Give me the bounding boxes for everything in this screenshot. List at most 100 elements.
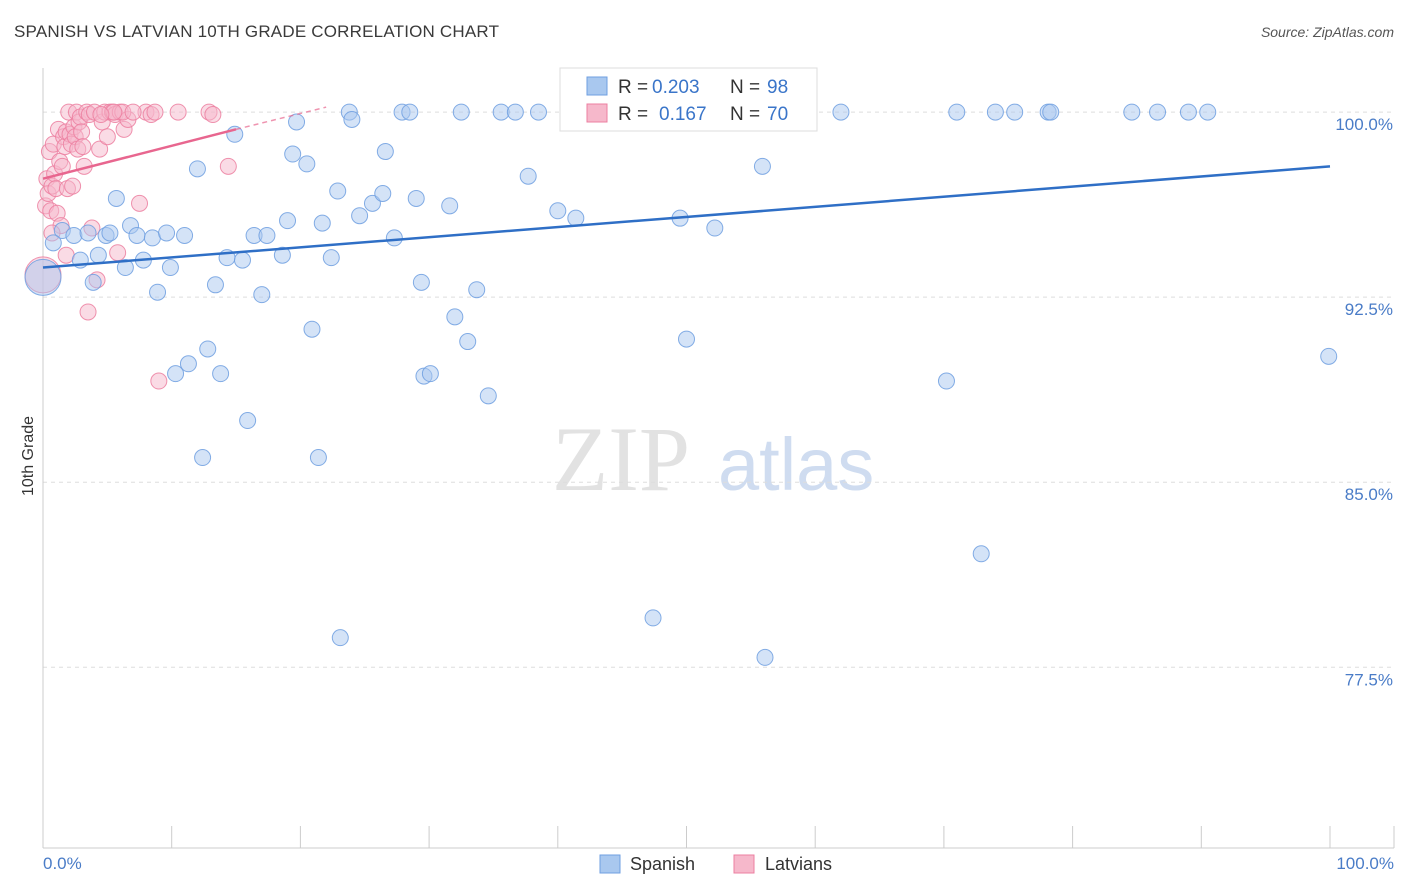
spanish-point xyxy=(65,226,83,244)
spanish-point xyxy=(351,207,369,225)
spanish-point xyxy=(412,273,430,291)
latvian-point xyxy=(57,246,75,264)
spanish-point xyxy=(376,143,394,161)
spanish-point xyxy=(331,629,349,647)
spanish-point xyxy=(329,182,347,200)
latvian-point xyxy=(92,106,110,124)
spanish-point xyxy=(506,103,524,121)
spanish-point xyxy=(116,259,134,277)
spanish-point xyxy=(233,251,251,269)
spanish-point xyxy=(206,276,224,294)
spanish-trend-line xyxy=(42,165,1331,269)
legend-box: R = 0.203 N = 98 R = 0.167 N = 70 xyxy=(559,67,818,132)
spanish-point xyxy=(567,209,585,227)
spanish-point xyxy=(253,286,271,304)
spanish-point xyxy=(519,167,537,185)
spanish-point xyxy=(549,202,567,220)
source-label: Source: ZipAtlas.com xyxy=(1260,24,1394,40)
spanish-point xyxy=(273,246,291,264)
spanish-point xyxy=(678,330,695,348)
y-axis-label: 10th Grade xyxy=(20,416,37,496)
bottom-legend-latvian-swatch xyxy=(733,854,755,874)
spanish-point xyxy=(149,283,167,301)
latvian-point xyxy=(150,372,168,390)
y-tick-label: 100.0% xyxy=(1335,115,1393,134)
spanish-point xyxy=(194,449,212,467)
spanish-point xyxy=(188,160,206,178)
spanish-point xyxy=(756,648,774,666)
spanish-point xyxy=(479,387,497,405)
chart-title: SPANISH VS LATVIAN 10TH GRADE CORRELATIO… xyxy=(14,22,500,41)
spanish-point xyxy=(128,226,146,244)
spanish-point xyxy=(212,365,230,383)
spanish-point xyxy=(258,226,276,244)
spanish-point xyxy=(1006,103,1024,121)
latvian-point xyxy=(79,303,97,321)
y-tick-label: 85.0% xyxy=(1345,485,1393,504)
latvian-point xyxy=(219,157,237,175)
spanish-point xyxy=(401,103,419,121)
legend-spanish-r-value: 0.203 xyxy=(652,77,700,98)
legend-spanish-swatch xyxy=(586,76,608,96)
latvian-point xyxy=(91,140,109,158)
legend-latvian-n-value: 70 xyxy=(767,104,788,125)
spanish-point xyxy=(492,103,510,121)
legend-latvian-r-value: 0.167 xyxy=(659,104,707,125)
spanish-point xyxy=(84,273,102,291)
spanish-point xyxy=(644,609,662,627)
spanish-point xyxy=(79,224,97,242)
spanish-point xyxy=(167,365,185,383)
spanish-point xyxy=(239,412,257,430)
spanish-point xyxy=(288,113,306,131)
spanish-point xyxy=(441,197,459,215)
latvian-point xyxy=(131,194,149,212)
latvian-trend-line-dashed xyxy=(235,106,327,131)
spanish-point xyxy=(459,333,477,351)
spanish-point xyxy=(199,340,217,358)
spanish-point xyxy=(452,103,470,121)
spanish-point xyxy=(279,212,297,230)
spanish-point xyxy=(832,103,850,121)
spanish-point xyxy=(89,246,107,264)
spanish-point xyxy=(421,365,439,383)
spanish-point xyxy=(44,234,62,252)
legend-spanish-r-label: R = xyxy=(618,77,648,98)
spanish-point xyxy=(101,224,119,242)
legend-latvian-r-label: R = xyxy=(618,104,648,125)
spanish-point xyxy=(363,194,381,212)
spanish-point xyxy=(1123,103,1141,121)
spanish-point xyxy=(1320,347,1338,365)
bottom-legend-latvian-label: Latvians xyxy=(765,854,832,874)
x-tick-label-min: 0.0% xyxy=(43,854,82,873)
spanish-point xyxy=(161,259,179,277)
spanish-point xyxy=(468,281,486,299)
spanish-points xyxy=(24,103,1338,666)
bottom-legend: Spanish Latvians xyxy=(599,854,832,874)
spanish-point xyxy=(948,103,966,121)
latvian-point xyxy=(109,244,127,262)
spanish-point xyxy=(179,355,197,373)
spanish-point xyxy=(706,219,724,237)
spanish-point xyxy=(298,155,316,173)
watermark-atlas: atlas xyxy=(718,423,874,506)
legend-latvian-swatch xyxy=(586,103,608,123)
spanish-point xyxy=(176,226,194,244)
spanish-point xyxy=(313,214,331,232)
spanish-point xyxy=(309,449,327,467)
spanish-point xyxy=(446,308,464,326)
y-tick-label: 92.5% xyxy=(1345,300,1393,319)
y-tick-label: 77.5% xyxy=(1345,670,1393,689)
spanish-point xyxy=(303,320,321,338)
latvian-point xyxy=(169,103,187,121)
latvian-point xyxy=(146,103,164,121)
spanish-point xyxy=(158,224,176,242)
latvian-trend-line xyxy=(42,128,237,180)
latvian-point xyxy=(124,103,142,121)
spanish-point xyxy=(374,185,392,203)
spanish-point xyxy=(1042,103,1060,121)
spanish-point xyxy=(407,189,425,207)
spanish-point xyxy=(343,110,361,128)
latvian-point xyxy=(74,138,92,156)
spanish-point xyxy=(284,145,302,163)
